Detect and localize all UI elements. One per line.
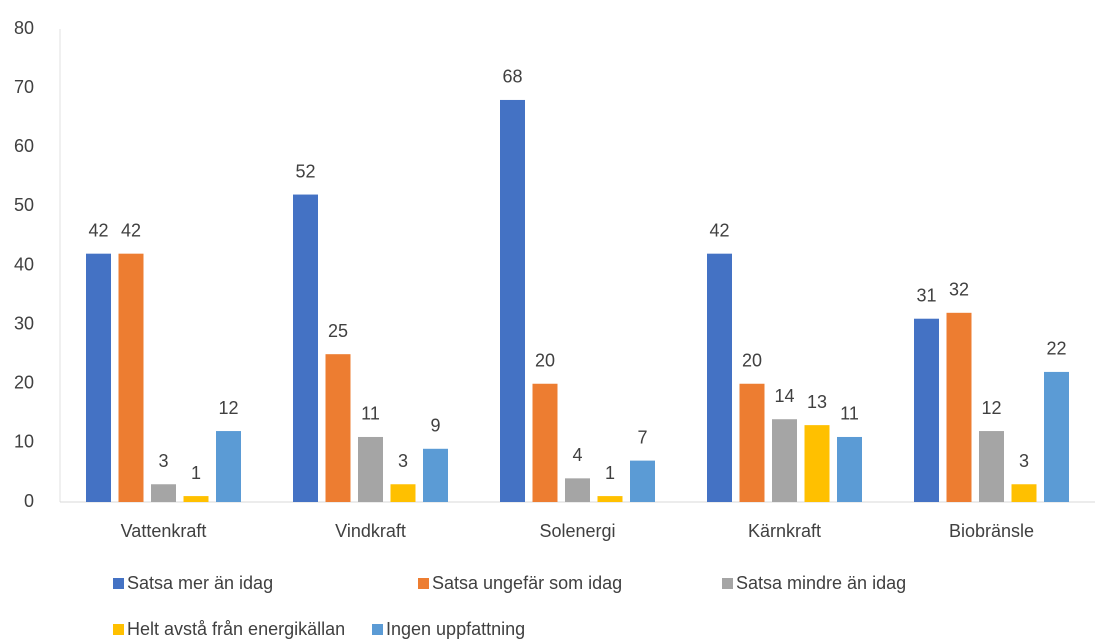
data-label: 25 <box>328 321 348 341</box>
data-label: 13 <box>807 392 827 412</box>
bar <box>532 383 558 502</box>
bar <box>118 253 144 502</box>
data-label: 20 <box>742 351 762 371</box>
y-tick-label: 0 <box>24 491 34 511</box>
bar <box>707 253 732 502</box>
bar <box>739 383 765 502</box>
data-label: 11 <box>361 404 380 424</box>
bar <box>772 419 797 502</box>
x-tick-label: Solenergi <box>539 521 615 541</box>
bar <box>979 431 1004 502</box>
data-label: 3 <box>398 451 408 471</box>
bar <box>1011 484 1037 502</box>
legend-swatch <box>418 578 429 589</box>
data-label: 68 <box>502 67 522 87</box>
data-label: 11 <box>840 404 859 424</box>
x-tick-label: Biobränsle <box>949 521 1034 541</box>
data-label: 20 <box>535 351 555 371</box>
data-label: 42 <box>121 220 141 240</box>
data-label: 22 <box>1046 339 1066 359</box>
legend-label: Satsa ungefär som idag <box>432 573 622 593</box>
y-tick-label: 70 <box>14 77 34 97</box>
x-tick-label: Vindkraft <box>335 521 406 541</box>
data-label: 12 <box>981 398 1001 418</box>
y-tick-label: 80 <box>14 18 34 38</box>
data-label: 12 <box>218 398 238 418</box>
bar <box>325 354 351 502</box>
bar <box>597 496 623 502</box>
data-label: 4 <box>572 445 582 465</box>
bar <box>500 99 525 502</box>
data-label: 31 <box>916 285 936 305</box>
legend-swatch <box>722 578 733 589</box>
legend-swatch <box>113 578 124 589</box>
legend-swatch <box>372 624 383 635</box>
bar <box>358 436 383 502</box>
bar <box>914 318 939 502</box>
data-label: 7 <box>637 427 647 447</box>
bar <box>837 436 862 502</box>
bar <box>565 478 590 502</box>
y-tick-label: 30 <box>14 313 34 333</box>
bar <box>86 253 111 502</box>
legend-swatch <box>113 624 124 635</box>
bar <box>946 312 972 502</box>
data-label: 1 <box>605 463 615 483</box>
bar <box>151 484 176 502</box>
y-tick-label: 20 <box>14 373 34 393</box>
bar <box>423 448 448 502</box>
y-tick-label: 60 <box>14 136 34 156</box>
data-label: 1 <box>191 463 201 483</box>
y-tick-label: 40 <box>14 254 34 274</box>
x-tick-label: Vattenkraft <box>121 521 207 541</box>
data-label: 9 <box>430 416 440 436</box>
bar <box>293 194 318 503</box>
legend-label: Helt avstå från energikällan <box>127 619 345 639</box>
bar <box>630 460 655 502</box>
x-tick-label: Kärnkraft <box>748 521 821 541</box>
data-label: 42 <box>88 220 108 240</box>
legend-label: Satsa mindre än idag <box>736 573 906 593</box>
data-label: 52 <box>295 161 315 181</box>
bar <box>804 425 830 502</box>
data-label: 42 <box>709 220 729 240</box>
bar <box>216 431 241 502</box>
data-label: 32 <box>949 280 969 300</box>
legend-label: Satsa mer än idag <box>127 573 273 593</box>
data-label: 3 <box>1019 451 1029 471</box>
legend-label: Ingen uppfattning <box>386 619 525 639</box>
bar <box>183 496 209 502</box>
bar <box>390 484 416 502</box>
data-label: 3 <box>158 451 168 471</box>
y-tick-label: 10 <box>14 432 34 452</box>
bar <box>1044 371 1069 502</box>
y-tick-label: 50 <box>14 195 34 215</box>
data-label: 14 <box>774 386 794 406</box>
